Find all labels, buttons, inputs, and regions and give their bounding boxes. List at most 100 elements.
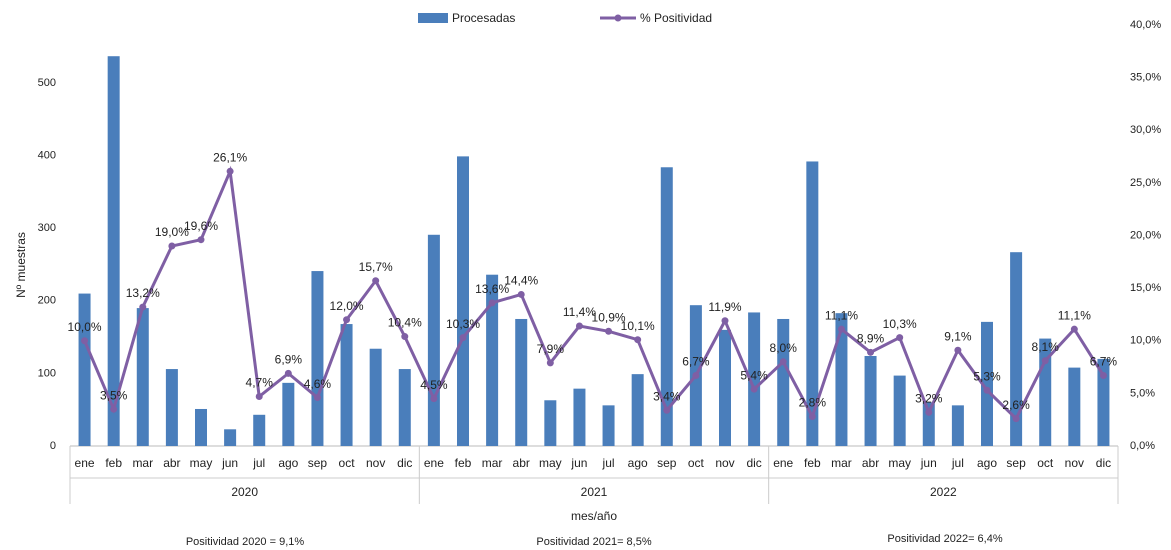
bar — [224, 429, 237, 446]
point — [168, 242, 176, 250]
x-tick-label: ene — [75, 456, 95, 470]
point — [750, 385, 758, 393]
data-label: 3,2% — [915, 391, 943, 405]
data-label: 4,6% — [304, 377, 332, 391]
annotation: Positividad 2021= 8,5% — [536, 536, 651, 548]
data-label: 2,6% — [1002, 398, 1030, 412]
data-label: 10,0% — [68, 320, 102, 334]
data-label: 6,7% — [1090, 355, 1118, 369]
point — [284, 369, 292, 377]
point — [1012, 415, 1020, 423]
x-tick-label: nov — [1065, 456, 1084, 470]
y-tick-label: 100 — [38, 367, 56, 379]
x-tick-label: sep — [1006, 456, 1026, 470]
point — [1070, 325, 1078, 333]
data-label: 5,4% — [740, 368, 768, 382]
y2-tick-label: 25,0% — [1130, 177, 1161, 189]
point — [575, 322, 583, 330]
bar — [573, 388, 586, 446]
bar — [835, 313, 848, 446]
point — [546, 359, 554, 367]
legend-swatch — [418, 13, 448, 23]
data-label: 12,0% — [330, 299, 364, 313]
point — [313, 394, 321, 402]
bar — [981, 321, 993, 446]
x-tick-label: ago — [278, 456, 298, 470]
legend-marker — [614, 14, 622, 22]
bar — [748, 312, 761, 446]
point — [197, 236, 205, 244]
point — [721, 317, 729, 325]
point — [343, 316, 351, 324]
point — [139, 303, 147, 311]
point — [110, 405, 118, 413]
y-tick-label: 500 — [38, 77, 56, 89]
x-tick-label: abr — [862, 456, 879, 470]
data-label: 8,1% — [1032, 340, 1060, 354]
y-tick-label: 300 — [38, 222, 56, 234]
point — [896, 334, 904, 342]
x-tick-label: oct — [688, 456, 705, 470]
data-label: 15,7% — [359, 260, 393, 274]
x-tick-label: mar — [132, 456, 153, 470]
legend-label: Procesadas — [452, 11, 515, 25]
data-label: 4,7% — [246, 376, 274, 390]
point — [459, 334, 467, 342]
data-label: 26,1% — [213, 150, 247, 164]
data-label: 11,9% — [708, 300, 741, 314]
point — [954, 346, 962, 354]
data-label: 10,1% — [621, 319, 655, 333]
x-tick-label: nov — [715, 456, 734, 470]
bar — [951, 405, 964, 446]
x-tick-label: jun — [570, 456, 587, 470]
data-label: 13,2% — [126, 286, 160, 300]
bar — [78, 293, 91, 446]
bar — [719, 329, 731, 446]
bar — [864, 355, 877, 446]
data-label: 3,5% — [100, 388, 128, 402]
x-tick-label: jul — [252, 456, 265, 470]
x-tick-label: ago — [628, 456, 648, 470]
x-tick-label: oct — [339, 456, 356, 470]
x-tick-label: ene — [424, 456, 444, 470]
bar — [777, 318, 790, 446]
data-label: 8,9% — [857, 331, 885, 345]
bar — [340, 324, 353, 446]
x-tick-label: dic — [397, 456, 412, 470]
group-label: 2022 — [930, 485, 957, 499]
y-axis-label: Nº muestras — [14, 232, 28, 298]
point — [430, 395, 438, 403]
x-tick-label: jun — [221, 456, 238, 470]
data-label: 10,3% — [446, 317, 480, 331]
x-tick-label: may — [190, 456, 213, 470]
point — [692, 371, 700, 379]
x-tick-label: abr — [513, 456, 530, 470]
data-label: 9,1% — [944, 329, 972, 343]
point — [226, 167, 234, 175]
data-label: 7,9% — [537, 342, 565, 356]
point — [81, 337, 89, 345]
bar — [602, 405, 615, 446]
group-label: 2021 — [581, 485, 608, 499]
point — [808, 413, 816, 421]
bar — [1068, 367, 1081, 446]
bar — [107, 56, 120, 447]
x-tick-label: sep — [657, 456, 677, 470]
x-tick-label: feb — [804, 456, 821, 470]
x-tick-label: abr — [163, 456, 180, 470]
y2-tick-label: 30,0% — [1130, 124, 1161, 136]
annotation: Positividad 2022= 6,4% — [887, 533, 1002, 545]
x-axis-label: mes/año — [571, 509, 617, 523]
bar — [369, 348, 382, 446]
y-tick-label: 200 — [38, 295, 56, 307]
x-tick-label: jul — [951, 456, 964, 470]
point — [1099, 371, 1107, 379]
data-label: 11,1% — [1058, 308, 1091, 322]
point — [634, 336, 642, 344]
data-label: 3,4% — [653, 389, 681, 403]
point — [663, 406, 671, 414]
point — [401, 333, 409, 341]
point — [779, 358, 787, 366]
x-tick-label: oct — [1037, 456, 1054, 470]
